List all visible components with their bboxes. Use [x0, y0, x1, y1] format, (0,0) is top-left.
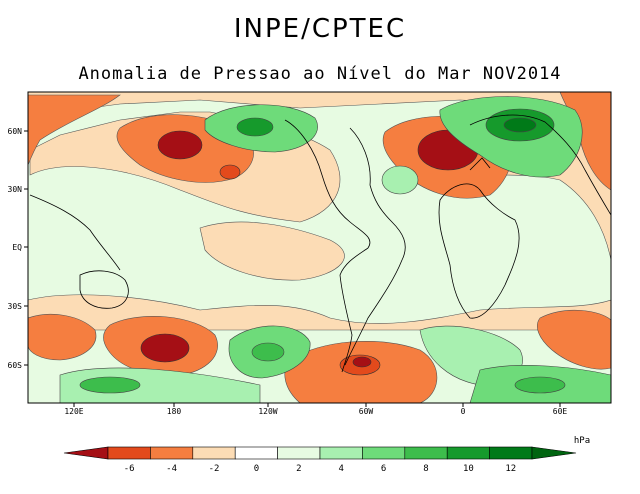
colorbar-segment — [362, 446, 406, 460]
colorbar-segment — [150, 446, 194, 460]
coastlines — [29, 114, 611, 373]
colorbar-segment — [277, 446, 321, 460]
map-subtitle: Anomalia de Pressao ao Nível do Mar NOV2… — [78, 64, 562, 84]
longitude-axis: 120E 180 120W 60W 0 60E — [64, 403, 567, 416]
americas-east-coast — [344, 127, 406, 366]
east-pacific-peach — [199, 221, 345, 281]
south-pacific-core — [140, 333, 190, 363]
positive-regions — [59, 96, 611, 403]
australia-coastline — [79, 270, 129, 309]
eurasia-high-peak — [503, 117, 537, 133]
antarctic-pacific-core — [79, 376, 141, 394]
south-indian-orange — [537, 309, 611, 370]
colorbar-segment — [404, 446, 448, 460]
colorbar-segment — [107, 446, 151, 460]
africa-coastline — [438, 183, 520, 319]
nw-pacific-orange — [28, 94, 121, 166]
lon-label-180: 180 — [167, 407, 182, 416]
lat-label-60n: 60N — [8, 127, 23, 136]
lon-label-60w: 60W — [359, 407, 374, 416]
lon-label-0: 0 — [461, 407, 466, 416]
antarctic-east-core — [514, 376, 566, 394]
colorbar-unit: hPa — [574, 436, 590, 446]
eurasia-coastline — [469, 114, 611, 216]
aleutian-core — [157, 130, 203, 160]
lat-label-eq: EQ — [12, 243, 22, 252]
lat-label-60s: 60S — [8, 361, 23, 370]
colorbar-segment — [319, 446, 363, 460]
southern-ocean-west-orange — [28, 313, 97, 361]
lon-label-120w: 120W — [258, 407, 277, 416]
gulf-alaska-core — [219, 164, 241, 180]
lat-label-30n: 30N — [8, 185, 23, 194]
map-plot-area — [28, 92, 611, 403]
colorbar-tick-label: -6 — [124, 464, 135, 474]
colorbar-tick-label: 8 — [423, 464, 428, 474]
colorbar-tick-label: -2 — [209, 464, 220, 474]
colorbar-tick-label: 0 — [254, 464, 259, 474]
strong-negative-cores — [140, 129, 479, 376]
americas-west-coast — [284, 119, 371, 373]
southeast-pacific-core — [251, 342, 285, 362]
colorbar-tick-label: 6 — [381, 464, 386, 474]
latitude-axis: 60N 30N EQ 30S 60S — [8, 127, 28, 370]
lon-label-120e: 120E — [64, 407, 83, 416]
colorbar-segment — [489, 446, 533, 460]
colorbar-tick-label: 4 — [338, 464, 343, 474]
colorbar-segment — [446, 446, 490, 460]
lat-label-30s: 30S — [8, 302, 23, 311]
colorbar-segment — [192, 446, 236, 460]
lon-label-60e: 60E — [553, 407, 568, 416]
colorbar-right-arrow — [531, 446, 577, 460]
colorbar-tick-label: 12 — [505, 464, 516, 474]
colorbar-left-arrow — [63, 446, 109, 460]
page-title: INPE/CPTEC — [233, 14, 407, 44]
south-atlantic-inner-core — [352, 356, 372, 368]
europe-coast — [469, 157, 491, 171]
east-asia-coast — [29, 194, 121, 271]
colorbar-tick-label: -4 — [166, 464, 177, 474]
colorbar: hPa -6 -4 -2 0 2 4 6 8 10 12 — [63, 436, 590, 474]
colorbar-segment — [234, 446, 278, 460]
colorbar-tick-label: 10 — [463, 464, 474, 474]
colorbar-tick-label: 2 — [296, 464, 301, 474]
alaska-high-core — [236, 117, 274, 137]
mid-atlantic-high — [381, 165, 419, 195]
